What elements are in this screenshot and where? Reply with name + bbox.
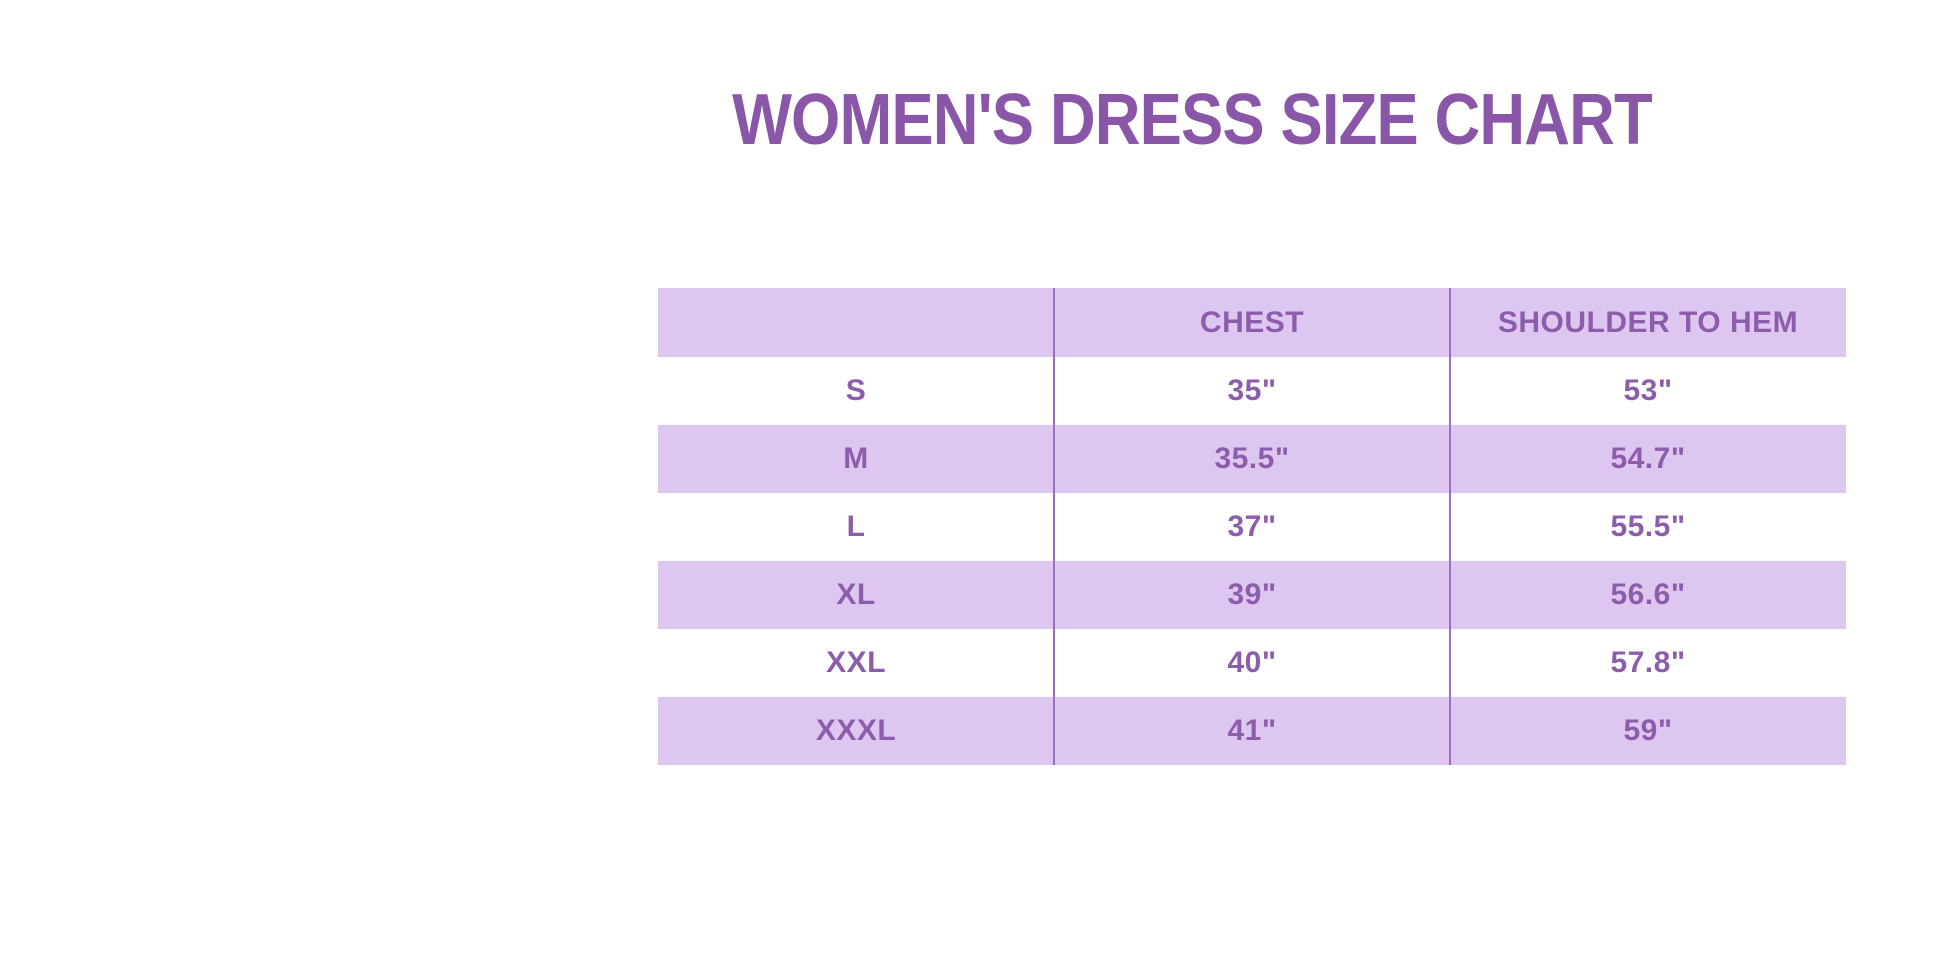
header-cell-size bbox=[658, 288, 1054, 357]
size-cell: XL bbox=[836, 578, 876, 611]
table-row: M 35.5" 54.7" bbox=[658, 425, 1846, 493]
chest-cell: 37" bbox=[1227, 510, 1277, 543]
header-cell-chest: CHEST bbox=[1199, 305, 1305, 339]
size-cell: M bbox=[843, 442, 869, 475]
column-divider-2 bbox=[1449, 288, 1451, 765]
table-row: XXL 40" 57.8" bbox=[658, 629, 1846, 697]
table-row: L 37" 55.5" bbox=[658, 493, 1846, 561]
size-cell: S bbox=[845, 374, 867, 407]
table-row: XL 39" 56.6" bbox=[658, 561, 1846, 629]
table-row: S 35" 53" bbox=[658, 357, 1846, 425]
size-chart-table: CHEST SHOULDER TO HEM S 35" 53" M 35.5" … bbox=[658, 288, 1846, 765]
header-cell-shoulder-to-hem: SHOULDER TO HEM bbox=[1497, 305, 1799, 339]
size-cell: XXXL bbox=[815, 714, 897, 747]
table-header-row: CHEST SHOULDER TO HEM bbox=[658, 288, 1846, 357]
chest-cell: 40" bbox=[1227, 646, 1277, 679]
chest-cell: 35" bbox=[1227, 374, 1277, 407]
size-cell: XXL bbox=[826, 646, 886, 679]
chest-cell: 41" bbox=[1227, 714, 1277, 747]
shoulder-to-hem-cell: 56.6" bbox=[1610, 578, 1686, 611]
shoulder-to-hem-cell: 54.7" bbox=[1610, 442, 1686, 475]
shoulder-to-hem-cell: 53" bbox=[1623, 374, 1673, 407]
shoulder-to-hem-cell: 59" bbox=[1623, 714, 1673, 747]
column-divider-1 bbox=[1053, 288, 1055, 765]
table-row: XXXL 41" 59" bbox=[658, 697, 1846, 765]
size-cell: L bbox=[846, 510, 866, 543]
chest-cell: 39" bbox=[1227, 578, 1277, 611]
shoulder-to-hem-cell: 55.5" bbox=[1610, 510, 1686, 543]
shoulder-to-hem-cell: 57.8" bbox=[1610, 646, 1686, 679]
page-title: WOMEN'S DRESS SIZE CHART bbox=[732, 80, 1653, 160]
chest-cell: 35.5" bbox=[1214, 442, 1290, 475]
